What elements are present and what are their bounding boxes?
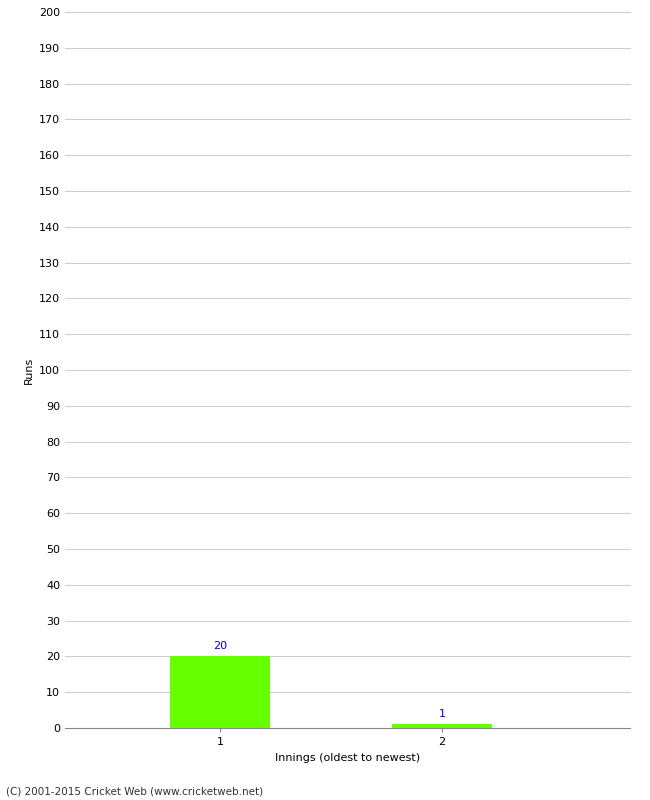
Text: 20: 20	[213, 641, 228, 651]
Y-axis label: Runs: Runs	[23, 356, 33, 384]
Text: 1: 1	[439, 709, 445, 719]
Bar	[170, 656, 270, 728]
Bar	[392, 725, 492, 728]
X-axis label: Innings (oldest to newest): Innings (oldest to newest)	[275, 753, 421, 762]
Text: (C) 2001-2015 Cricket Web (www.cricketweb.net): (C) 2001-2015 Cricket Web (www.cricketwe…	[6, 786, 264, 796]
